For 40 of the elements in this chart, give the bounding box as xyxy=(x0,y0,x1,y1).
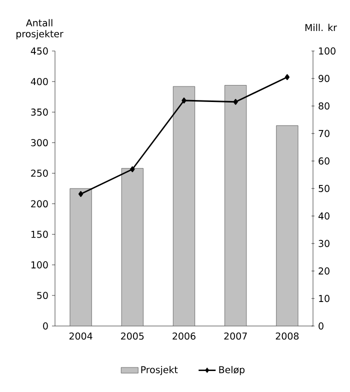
y2-tick-label: 80 xyxy=(318,102,330,110)
y2-tick-label: 70 xyxy=(318,130,330,138)
bar xyxy=(121,168,144,326)
y-tick-label: 450 xyxy=(30,47,48,55)
y2-tick-label: 30 xyxy=(318,240,330,248)
legend-label: Beløp xyxy=(219,366,245,376)
x-tick-label: 2008 xyxy=(276,332,299,340)
y-tick-label: 400 xyxy=(30,78,48,86)
point xyxy=(284,74,290,80)
y-tick-label: 100 xyxy=(31,261,48,268)
x-tick-label: 2004 xyxy=(69,332,92,340)
y2-tick-label: 50 xyxy=(318,184,330,192)
x-tick-label: 2007 xyxy=(224,332,247,340)
y-axis-title: Antall prosjekter xyxy=(16,19,64,40)
y-tick-label: 250 xyxy=(31,170,48,177)
point xyxy=(78,191,84,197)
y2-tick-label: 20 xyxy=(318,267,330,275)
y-tick-label: 150 xyxy=(31,230,48,238)
bar xyxy=(276,125,298,326)
bar xyxy=(172,86,196,326)
y2-tick-label: 40 xyxy=(318,212,330,220)
y2-axis-title: Mill. kr xyxy=(305,24,337,31)
y2-tick-label: 60 xyxy=(318,157,330,165)
y2-tick-label: 10 xyxy=(319,294,330,302)
legend-label: Prosjekt xyxy=(141,366,178,376)
point xyxy=(233,98,238,105)
bar xyxy=(70,188,92,326)
y-tick-label: 300 xyxy=(31,139,48,146)
x-tick-label: 2006 xyxy=(172,332,196,340)
y-tick-label: 50 xyxy=(37,292,48,300)
y-tick-label: 200 xyxy=(31,200,48,208)
y-tick-label: 350 xyxy=(31,108,48,116)
x-tick-label: 2005 xyxy=(121,332,144,340)
y-tick-label: 0 xyxy=(43,322,48,330)
y2-tick-label: 90 xyxy=(318,74,330,82)
point xyxy=(182,98,186,104)
y2-tick-label: 0 xyxy=(318,322,324,330)
y2-tick-label: 100 xyxy=(319,47,336,55)
bar xyxy=(224,85,247,326)
point xyxy=(130,166,135,172)
